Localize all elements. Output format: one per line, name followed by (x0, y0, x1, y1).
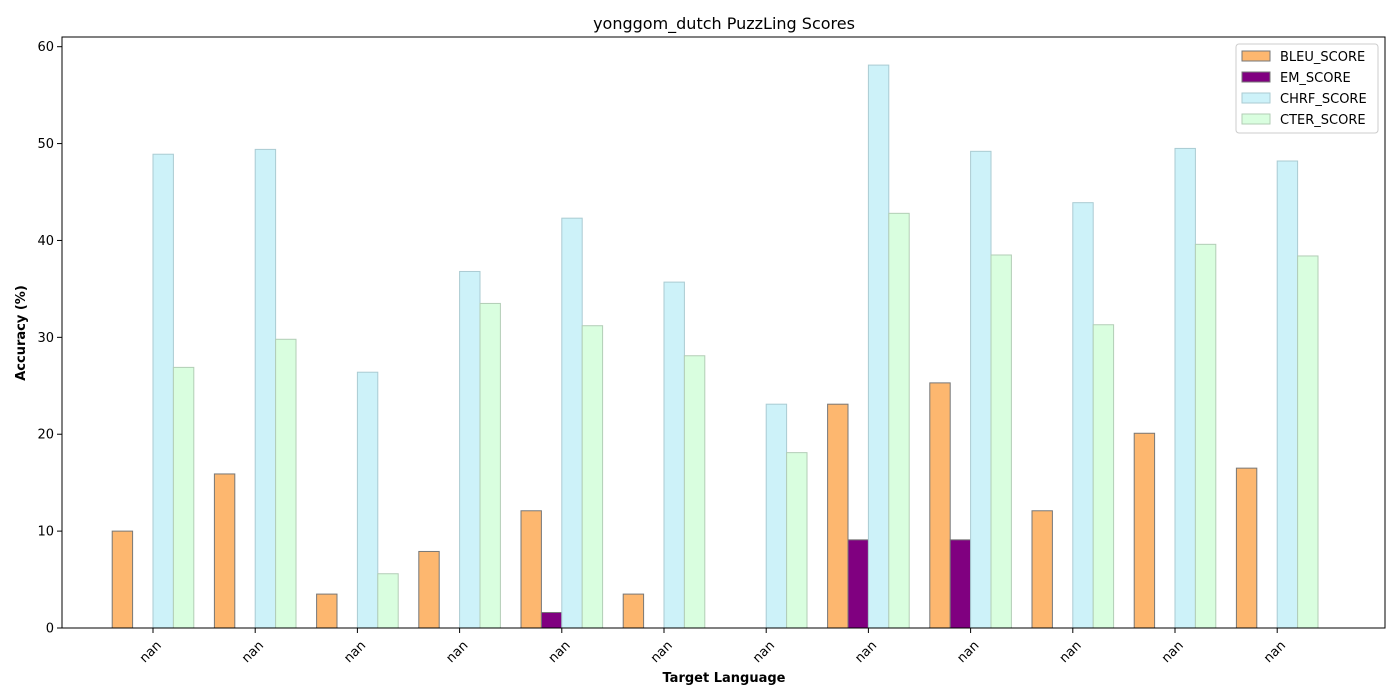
legend-label-chrf-score: CHRF_SCORE (1280, 92, 1367, 107)
y-axis-label: Accuracy (%) (14, 285, 29, 381)
y-tick-label: 20 (37, 428, 54, 443)
bar-bleu-score-2 (316, 593, 338, 629)
bar-bleu-score-10 (1133, 432, 1156, 629)
legend-swatch-chrf-score (1241, 92, 1271, 104)
y-tick-label: 50 (37, 137, 54, 152)
x-tick-label: nan (955, 638, 983, 666)
bar-cter-score-9 (1092, 324, 1115, 629)
bar-cter-score-7 (888, 212, 910, 629)
bar-chrf-score-4 (561, 217, 583, 629)
legend-swatch-em-score (1241, 71, 1271, 83)
bar-bleu-score-8 (929, 382, 951, 629)
y-tick-label: 60 (37, 40, 54, 55)
x-tick-label: nan (1261, 638, 1289, 666)
y-tick-label: 0 (46, 622, 54, 637)
x-tick-label: nan (1057, 638, 1085, 666)
chart-title: yonggom_dutch PuzzLing Scores (593, 14, 855, 34)
bar-cter-score-5 (683, 355, 706, 629)
bar-bleu-score-3 (418, 550, 440, 629)
bar-chrf-score-9 (1072, 202, 1094, 629)
bar-bleu-score-0 (111, 530, 134, 629)
y-tick-label: 10 (37, 525, 54, 540)
y-tick-label: 30 (37, 331, 54, 346)
bar-cter-score-4 (581, 325, 604, 629)
y-axis: 0 10 20 30 40 50 60 (37, 40, 62, 637)
x-tick-label: nan (546, 638, 574, 666)
bar-chrf-score-0 (152, 153, 174, 629)
bar-chrf-score-2 (356, 371, 379, 629)
bar-em-score-8 (949, 539, 972, 629)
x-tick-label: nan (750, 638, 778, 666)
bar-bleu-score-11 (1235, 467, 1258, 629)
legend-label-em-score: EM_SCORE (1280, 71, 1351, 86)
bar-cter-score-1 (275, 338, 297, 629)
y-tick-label: 40 (37, 234, 54, 249)
bar-bleu-score-7 (827, 403, 849, 629)
bar-chrf-score-5 (663, 281, 685, 629)
legend-swatch-bleu-score (1241, 50, 1271, 62)
x-tick-label: nan (1159, 638, 1187, 666)
x-tick-label: nan (239, 638, 267, 666)
bar-cter-score-3 (479, 302, 501, 629)
bar-cter-score-2 (377, 573, 399, 629)
x-axis-label: Target Language (662, 671, 785, 686)
bar-bleu-score-9 (1031, 510, 1053, 629)
bars-group (111, 64, 1319, 629)
bar-chrf-score-10 (1174, 147, 1196, 629)
x-tick-label: nan (341, 638, 369, 666)
bar-chrf-score-1 (254, 148, 277, 629)
bar-cter-score-6 (786, 452, 808, 629)
bar-chrf-score-6 (765, 403, 788, 629)
legend: BLEU_SCORE EM_SCORE CHRF_SCORE CTER_SCORE (1235, 43, 1379, 134)
bar-cter-score-11 (1297, 255, 1319, 629)
x-tick-label: nan (648, 638, 676, 666)
bar-chrf-score-7 (867, 64, 890, 629)
x-tick-label: nan (137, 638, 165, 666)
legend-label-cter-score: CTER_SCORE (1280, 113, 1366, 128)
bar-chrf-score-3 (459, 270, 481, 629)
bar-chrf-score-8 (970, 150, 992, 629)
bar-bleu-score-4 (520, 510, 542, 629)
bar-bleu-score-5 (622, 593, 645, 629)
x-axis: nan nan nan nan nan nan nan nan nan nan nan nan (137, 628, 1289, 666)
plot-frame (61, 36, 1386, 629)
x-tick-label: nan (444, 638, 472, 666)
bar-em-score-4 (540, 611, 563, 629)
bar-bleu-score-1 (213, 473, 236, 629)
legend-label-bleu-score: BLEU_SCORE (1280, 50, 1365, 65)
legend-box (1235, 43, 1379, 134)
x-tick-label: nan (852, 638, 880, 666)
legend-swatch-cter-score (1241, 113, 1271, 125)
bar-cter-score-10 (1194, 243, 1217, 629)
bar-chrf-score-11 (1276, 160, 1299, 629)
bar-cter-score-8 (990, 254, 1012, 629)
bar-cter-score-0 (172, 366, 195, 629)
bar-em-score-7 (847, 539, 869, 629)
